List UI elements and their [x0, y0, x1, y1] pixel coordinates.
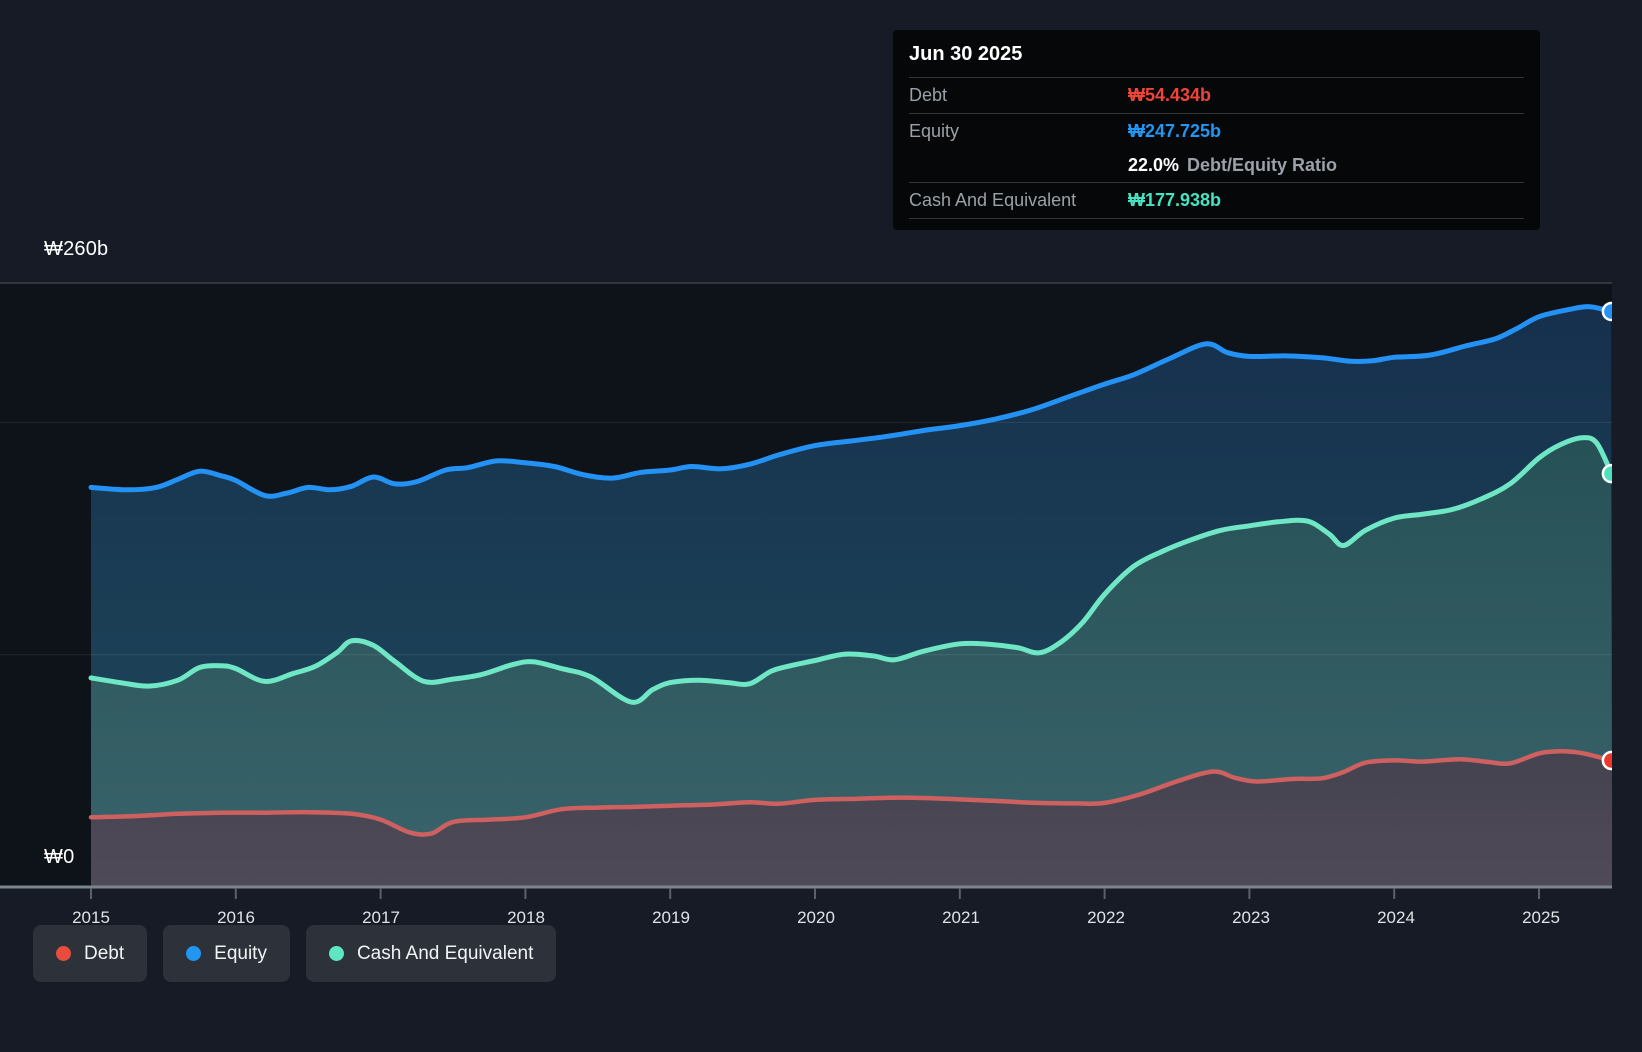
x-axis-label: 2024 [1377, 908, 1415, 927]
tooltip-cash-label: Cash And Equivalent [909, 190, 1077, 210]
x-axis-label: 2015 [72, 908, 110, 927]
chart-legend: Debt Equity Cash And Equivalent [33, 925, 557, 982]
debt-current-marker[interactable] [1601, 750, 1620, 771]
tooltip-row-debt: Debt ₩54.434b [909, 78, 1524, 114]
tooltip-ratio-value: 22.0% [1128, 155, 1180, 175]
chart-tooltip: Jun 30 2025 Debt ₩54.434b Equity ₩247.72… [893, 30, 1540, 230]
x-axis-label: 2025 [1522, 908, 1560, 927]
x-axis-label: 2022 [1087, 908, 1125, 927]
x-axis-label: 2021 [942, 908, 980, 927]
tooltip-date: Jun 30 2025 [909, 30, 1524, 78]
legend-equity-label: Equity [214, 942, 267, 964]
equity-current-marker[interactable] [1601, 301, 1620, 322]
y-axis-label-max: ₩260b [44, 238, 109, 260]
equity-dot-icon [186, 946, 202, 961]
legend-cash-label: Cash And Equivalent [356, 942, 534, 964]
y-axis-label-zero: ₩0 [44, 846, 75, 868]
x-axis-label: 2017 [362, 908, 400, 927]
tooltip-equity-label: Equity [909, 121, 960, 141]
tooltip-cash-value: ₩177.938b [1128, 190, 1222, 210]
legend-item-cash[interactable]: Cash And Equivalent [305, 925, 557, 982]
x-axis-label: 2016 [217, 908, 255, 927]
legend-item-equity[interactable]: Equity [163, 925, 290, 982]
x-axis-label: 2023 [1232, 908, 1270, 927]
tooltip-row-equity: Equity ₩247.725b [909, 114, 1524, 149]
x-axis-label: 2019 [652, 908, 690, 927]
debt-dot-icon [56, 946, 71, 961]
x-axis-label: 2020 [797, 908, 835, 927]
plot-area [0, 301, 1620, 888]
debt-line [88, 749, 1612, 837]
legend-item-debt[interactable]: Debt [33, 925, 148, 982]
cash-dot-icon [328, 946, 344, 961]
cash-and-equivalent-line [88, 435, 1612, 705]
debt-area [91, 751, 1612, 887]
cash-and-equivalent-current-marker[interactable] [1601, 463, 1620, 484]
tooltip-debt-value: ₩54.434b [1128, 85, 1212, 105]
tooltip-row-cash: Cash And Equivalent ₩177.938b [909, 183, 1524, 219]
x-axis-label: 2018 [507, 908, 545, 927]
tooltip-row-ratio: 22.0% Debt/Equity Ratio [909, 149, 1524, 183]
tooltip-ratio-label: Debt/Equity Ratio [1187, 155, 1338, 175]
tooltip-equity-value: ₩247.725b [1128, 121, 1222, 141]
equity-line [88, 304, 1612, 499]
tooltip-debt-label: Debt [909, 85, 948, 105]
legend-debt-label: Debt [84, 942, 125, 964]
